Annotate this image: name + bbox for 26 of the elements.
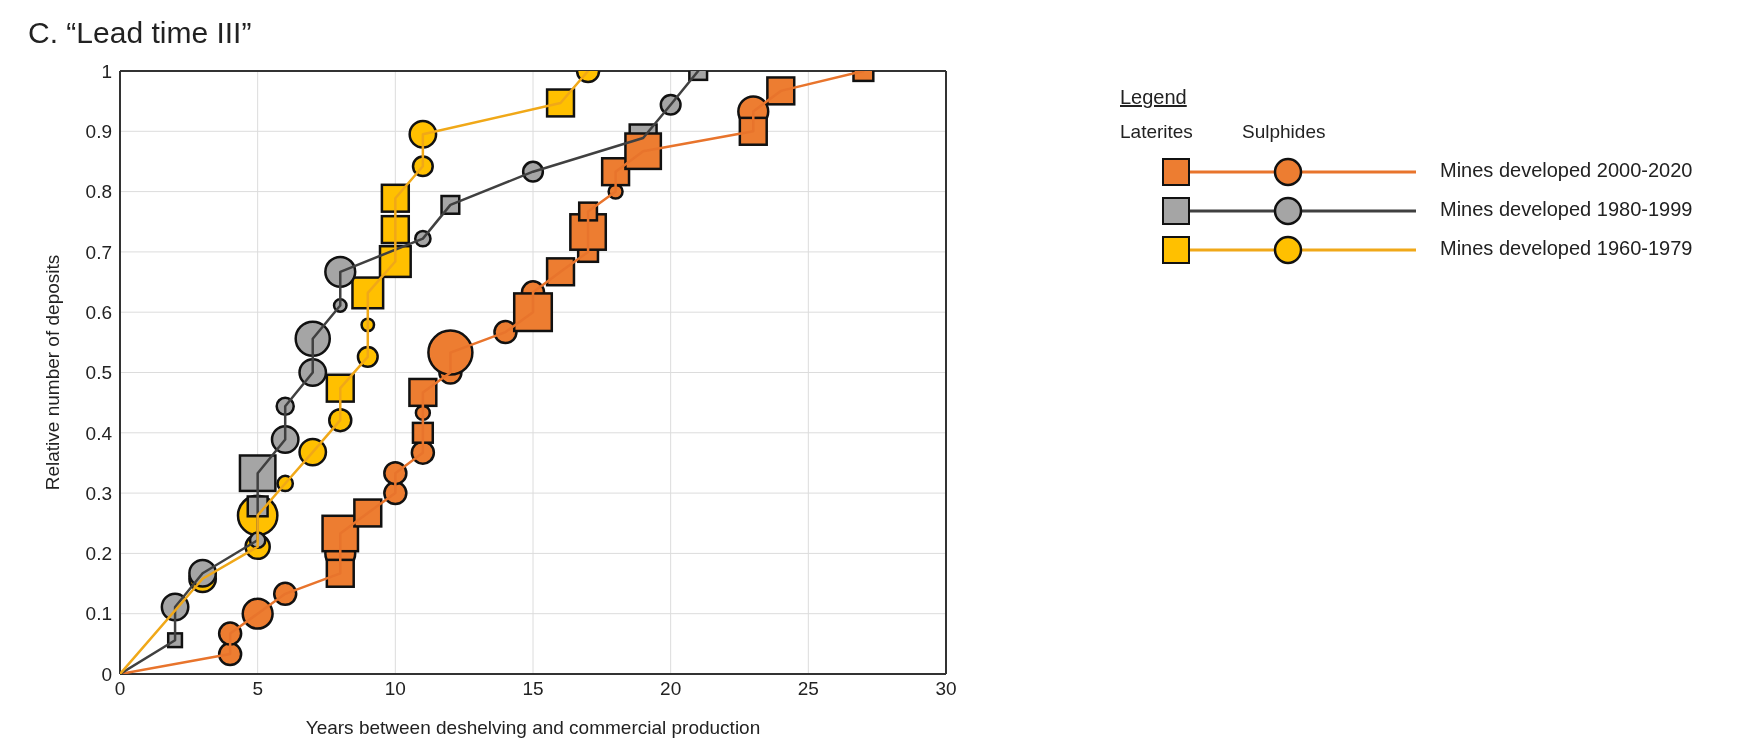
- x-tick-label: 30: [935, 678, 957, 700]
- text: Mines developed 1960-1979: [1440, 237, 1693, 260]
- x-tick-label: 5: [252, 678, 263, 700]
- y-tick-label: 1: [101, 60, 112, 82]
- x-tick-label: 15: [522, 678, 544, 700]
- y-axis-title: Relative number of deposits: [41, 254, 63, 491]
- text: Laterites: [1120, 121, 1193, 143]
- chart-title: C. “Lead time III”: [28, 16, 252, 50]
- y-tick-label: 0.8: [85, 181, 112, 203]
- x-tick-label: 20: [660, 678, 682, 700]
- y-tick-label: 0.3: [85, 482, 112, 504]
- y-tick-label: 0.9: [85, 121, 112, 143]
- x-axis-title: Years between deshelving and commercial production: [305, 717, 761, 738]
- text: Sulphides: [1242, 121, 1326, 143]
- text: Mines developed 2000-2020: [1440, 159, 1693, 182]
- y-tick-label: 0.4: [85, 422, 113, 444]
- x-tick-label: 10: [384, 678, 406, 700]
- y-tick-label: 0.2: [85, 543, 112, 565]
- x-tick-label: 25: [797, 678, 819, 700]
- y-tick-label: 0.1: [85, 603, 112, 625]
- y-tick-label: 0.5: [85, 362, 112, 384]
- text: Mines developed 1980-1999: [1440, 198, 1693, 221]
- y-tick-label: 0.7: [85, 241, 112, 263]
- legend-title: Legend: [1120, 86, 1187, 109]
- y-tick-label: 0.6: [85, 301, 112, 323]
- y-tick-label: 0: [101, 663, 112, 685]
